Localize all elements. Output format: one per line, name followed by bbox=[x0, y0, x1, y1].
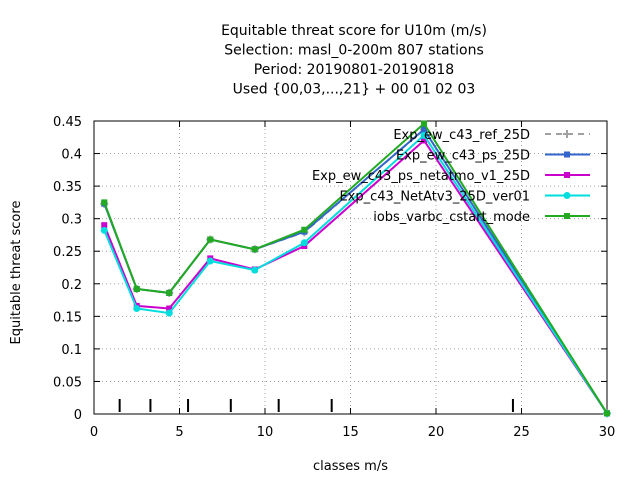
x-tick-label: 0 bbox=[90, 425, 98, 440]
legend-label: Exp_ew_c43_ps_25D bbox=[396, 149, 530, 164]
y-tick-label: 0.05 bbox=[53, 375, 82, 390]
data-point bbox=[207, 236, 214, 243]
data-point bbox=[133, 305, 141, 313]
y-axis-label: Equitable threat score bbox=[9, 201, 24, 345]
chart-title-line: Selection: masl_0-200m 807 stations bbox=[224, 43, 484, 59]
chart-title-line: Used {00,03,...,21} + 00 01 02 03 bbox=[233, 82, 476, 98]
x-tick-label: 5 bbox=[175, 425, 183, 440]
data-point bbox=[300, 239, 308, 247]
series-line bbox=[103, 138, 608, 414]
data-point bbox=[563, 192, 571, 199]
plot-frame bbox=[93, 120, 608, 415]
series-line bbox=[103, 122, 608, 414]
x-tick-label: 15 bbox=[342, 425, 359, 440]
data-point bbox=[206, 257, 214, 265]
data-point bbox=[101, 222, 108, 229]
legend-label: iobs_varbc_cstart_mode bbox=[373, 210, 530, 225]
data-point bbox=[564, 213, 570, 219]
data-point bbox=[421, 137, 428, 144]
data-point bbox=[166, 289, 173, 296]
data-point bbox=[251, 266, 259, 274]
data-point bbox=[563, 130, 571, 138]
data-point bbox=[604, 410, 610, 417]
y-tick-label: 0.35 bbox=[53, 180, 82, 195]
data-point bbox=[101, 199, 108, 206]
y-tick-label: 0.2 bbox=[61, 278, 82, 293]
x-tick-label: 20 bbox=[428, 425, 445, 440]
y-tick-label: 0.1 bbox=[61, 343, 82, 358]
y-tick-label: 0.3 bbox=[61, 213, 82, 228]
series-4 bbox=[101, 120, 610, 417]
y-tick-label: 0 bbox=[74, 408, 82, 423]
data-point bbox=[421, 126, 428, 133]
data-point bbox=[421, 120, 428, 127]
data-point bbox=[564, 151, 570, 158]
data-point bbox=[564, 172, 570, 178]
data-point bbox=[420, 131, 428, 139]
x-axis-label: classes m/s bbox=[313, 459, 388, 474]
y-tick-label: 0.45 bbox=[53, 115, 82, 130]
x-tick-label: 30 bbox=[599, 425, 616, 440]
data-point bbox=[133, 285, 140, 292]
x-tick-label: 25 bbox=[513, 425, 530, 440]
legend-label: Exp_ew_c43_ps_netatmo_v1_25D bbox=[312, 169, 530, 184]
data-point bbox=[301, 226, 308, 233]
data-point bbox=[251, 246, 258, 253]
y-tick-label: 0.25 bbox=[53, 245, 82, 260]
chart-title-line: Period: 20190801-20190818 bbox=[254, 62, 454, 78]
y-tick-label: 0.15 bbox=[53, 310, 82, 325]
legend-label: Exp_c43_NetAtv3_25D_ver01 bbox=[339, 190, 530, 205]
data-point bbox=[100, 226, 108, 234]
data-point bbox=[165, 309, 173, 317]
data-point bbox=[166, 305, 173, 312]
x-tick-label: 10 bbox=[257, 425, 274, 440]
legend-label: Exp_ew_c43_ref_25D bbox=[393, 128, 530, 143]
y-tick-label: 0.4 bbox=[61, 148, 82, 163]
chart-title-line: Equitable threat score for U10m (m/s) bbox=[221, 23, 487, 39]
series-line bbox=[103, 133, 608, 414]
